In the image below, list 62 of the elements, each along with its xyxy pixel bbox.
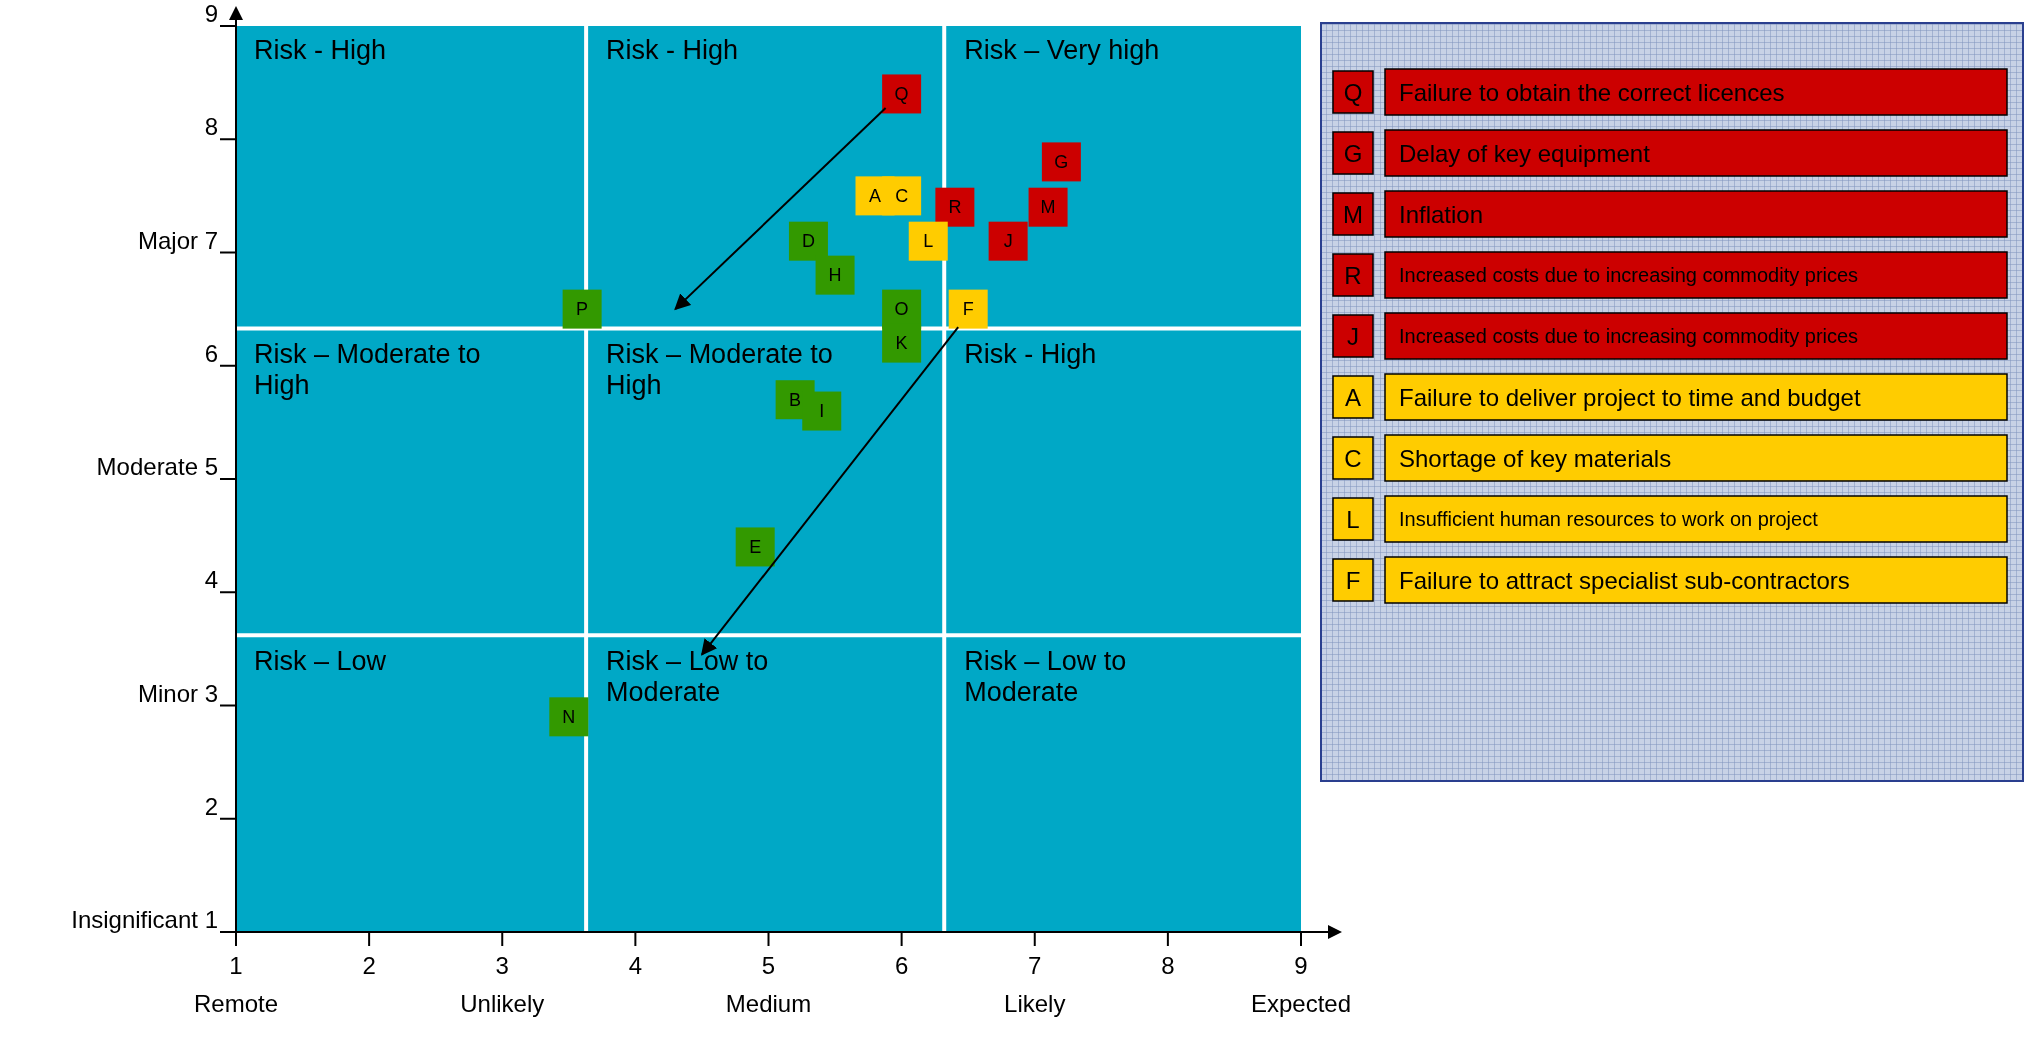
text: Q	[1343, 78, 1363, 106]
x-tick-label: 9 Expected	[1250, 952, 1352, 1017]
legend-label: Shortage of key materials	[1399, 444, 1672, 472]
legend-label: Failure to obtain the correct licences	[1399, 78, 1785, 106]
data-label: M	[1040, 197, 1056, 218]
data-label: L	[923, 231, 934, 252]
data-label: A	[868, 185, 882, 206]
x-tick-label: 2	[362, 952, 376, 979]
data-label: F	[962, 299, 974, 320]
x-tick-label: 7 Likely	[1004, 952, 1066, 1017]
data-label: H	[828, 265, 842, 286]
annotation: Risk - High	[964, 339, 1097, 370]
data-label: R	[948, 197, 962, 218]
data-label: B	[789, 389, 802, 410]
x-tick-label: 8	[1161, 952, 1175, 979]
y-tick-label: 9	[204, 0, 218, 27]
text: M	[1343, 200, 1363, 228]
legend-label: Insufficient human resources to work on project	[1399, 508, 1819, 530]
annotation: Risk – Very high	[964, 35, 1160, 66]
data-label: P	[576, 299, 589, 320]
data-label: G	[1054, 151, 1069, 172]
text: A	[1344, 383, 1362, 411]
annotation: Risk – Low to Moderate	[606, 646, 769, 708]
x-tick-label: 6	[894, 952, 909, 979]
text: G	[1343, 139, 1363, 167]
legend-label: Inflation	[1399, 200, 1484, 228]
y-tick-label: 6	[204, 339, 218, 367]
data-label: J	[1003, 231, 1013, 252]
data-label: K	[895, 333, 908, 354]
y-tick-label: 4	[204, 566, 218, 594]
annotation: Risk - High	[254, 35, 387, 66]
legend-label: Increased costs due to increasing commodity prices	[1399, 325, 1859, 347]
legend-label: Delay of key equipment	[1399, 139, 1651, 167]
text: R	[1344, 261, 1362, 289]
annotation: Risk – Low to Moderate	[964, 646, 1127, 708]
data-label: D	[801, 231, 815, 252]
legend-label: Failure to deliver project to time and budget	[1399, 383, 1861, 411]
text: C	[1344, 444, 1362, 472]
y-tick-label: 2	[204, 792, 218, 820]
text: L	[1346, 505, 1360, 533]
legend-label: Increased costs due to increasing commodity prices	[1399, 264, 1859, 286]
data-label: E	[749, 536, 762, 557]
data-label: C	[895, 185, 909, 206]
x-tick-label: 1 Remote	[193, 952, 279, 1017]
data-label: I	[819, 401, 825, 422]
annotation: Risk – Low	[254, 646, 387, 677]
y-tick-label: Major 7	[137, 226, 218, 254]
x-tick-label: 5 Medium	[725, 952, 812, 1017]
text: J	[1347, 322, 1359, 350]
y-tick-label: 8	[204, 113, 218, 141]
legend-label: Failure to attract specialist sub-contractors	[1399, 566, 1850, 594]
x-tick-label: 4	[628, 952, 643, 979]
text: F	[1345, 566, 1361, 594]
data-label: Q	[894, 83, 909, 104]
y-tick-label: Insignificant 1	[71, 906, 218, 933]
data-label: N	[562, 706, 576, 727]
data-label: O	[894, 299, 909, 320]
y-tick-label: Minor 3	[137, 679, 218, 707]
x-tick-label: 3 Unlikely	[460, 952, 545, 1017]
y-tick-label: Moderate 5	[96, 453, 218, 480]
annotation: Risk - High	[606, 35, 739, 66]
annotation: Risk – Moderate to High	[254, 339, 481, 401]
